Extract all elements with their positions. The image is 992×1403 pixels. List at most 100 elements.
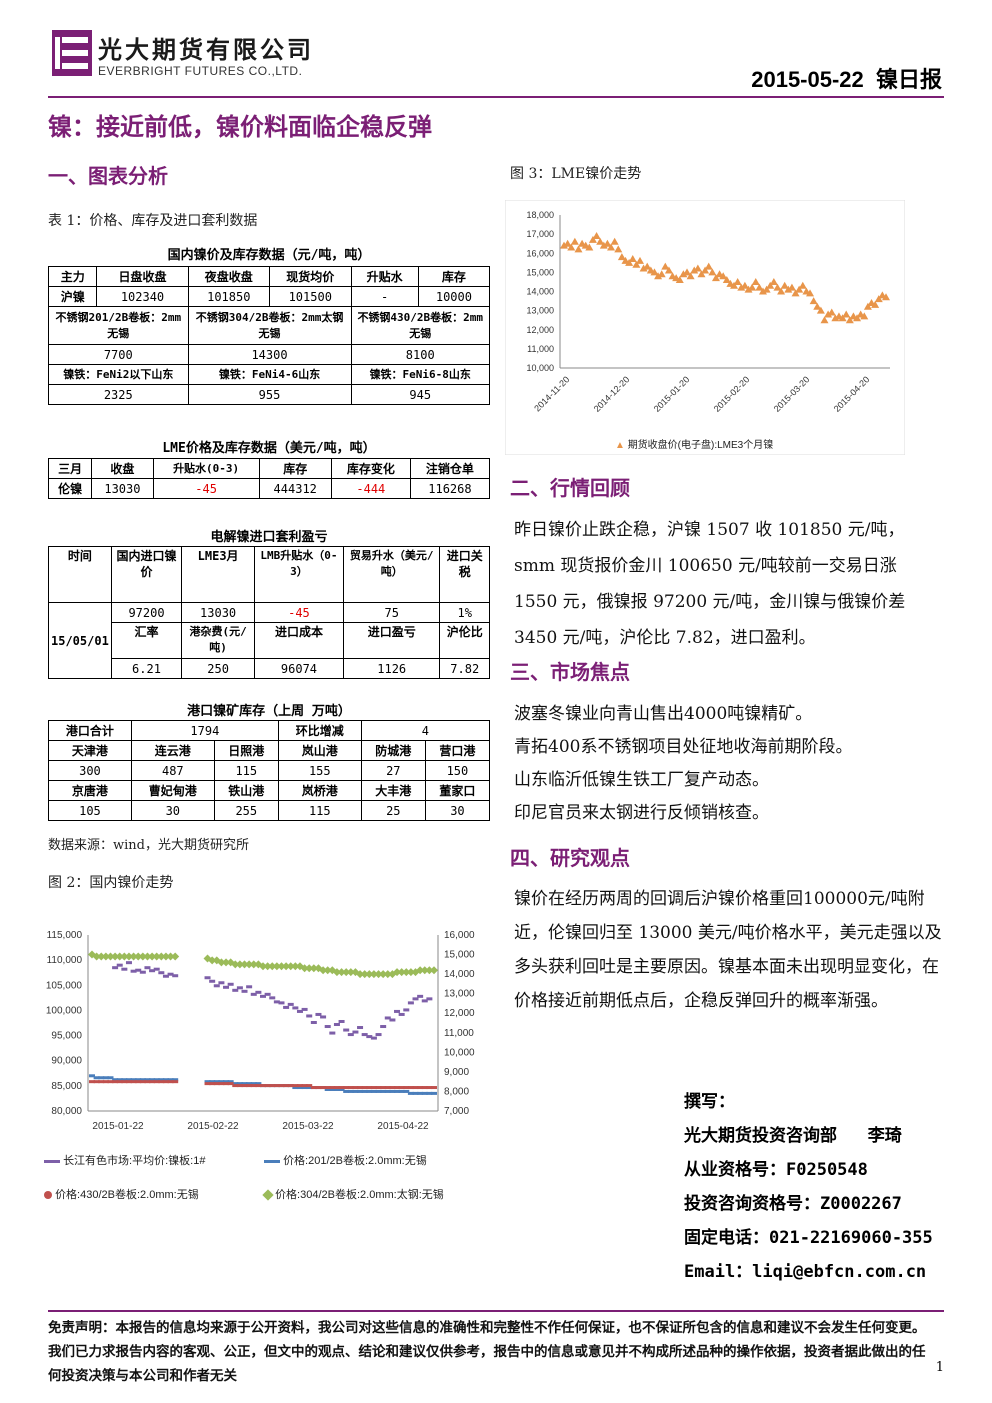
source-note: 数据来源：wind，光大期货研究所 (48, 838, 249, 853)
data-point (333, 1086, 340, 1090)
data-point (269, 996, 276, 1000)
data-point (121, 1080, 128, 1084)
lme-nickel-price-chart: 10,000 11,000 12,000 13,000 14,000 15,000 16,0… (505, 200, 905, 455)
data-point (171, 952, 180, 961)
data-point (632, 260, 641, 268)
table-cell: -45 (152, 478, 260, 499)
data-point (153, 967, 160, 971)
data-point (654, 272, 663, 280)
data-point (657, 270, 666, 278)
data-point (264, 1084, 271, 1088)
author-license: 从业资格号：F0250548 (684, 1160, 868, 1180)
y-tick-label: 13,000 (526, 306, 554, 316)
data-point (218, 1080, 225, 1084)
data-point (112, 1080, 119, 1084)
data-point (249, 960, 258, 969)
data-point (213, 1080, 220, 1084)
table-header-cell: 沪伦比 (439, 622, 490, 659)
data-point (301, 1007, 308, 1011)
table-cell: 1794 (130, 720, 279, 741)
table-header-cell: LME3月 (181, 546, 255, 603)
data-point (744, 285, 753, 293)
data-point (268, 962, 277, 971)
data-point (375, 1089, 382, 1093)
data-point (838, 314, 847, 322)
data-point (412, 1086, 419, 1090)
table-cell: 1% (439, 602, 490, 623)
table-row: 伦镍 13030 -45 444312 -444 116268 (47, 478, 491, 499)
data-point (813, 302, 822, 310)
data-point (394, 1009, 401, 1013)
data-point (102, 1080, 109, 1084)
data-point (650, 268, 659, 276)
table-cell: 945 (350, 384, 490, 405)
data-point (139, 1078, 146, 1082)
data-point (310, 1086, 317, 1090)
table-header-cell: 董家口 (424, 780, 491, 801)
document-title: 镍：接近前低，镍价料面临企稳反弹 (48, 112, 432, 141)
data-point (679, 270, 688, 278)
data-point (592, 232, 601, 240)
y-right-tick-label: 13,000 (444, 989, 475, 1000)
data-point (149, 1078, 156, 1082)
legend-swatch-icon (44, 1191, 52, 1200)
data-point (827, 308, 836, 316)
table-cell: 102340 (96, 286, 189, 307)
table-header-cell: 升贴水(0-3) (152, 458, 260, 479)
data-point (135, 968, 142, 972)
data-point (120, 952, 129, 961)
data-point (563, 239, 572, 247)
x-tick-label: 2015-01-22 (92, 1121, 144, 1132)
data-point (172, 1078, 179, 1082)
y-right-tick-label: 16,000 (444, 930, 475, 941)
data-point (704, 262, 713, 270)
data-point (245, 960, 254, 969)
data-point (346, 968, 355, 977)
data-point (824, 310, 833, 318)
report-date-title: 2015-05-22 镍日报 (751, 67, 942, 92)
table-cell: 30 (130, 800, 215, 821)
table-cell: 116268 (409, 478, 491, 499)
data-point (711, 274, 720, 282)
data-point (784, 285, 793, 293)
data-point (426, 1091, 433, 1095)
list-item: 波塞冬镍业向青山售出4000吨镍精矿。 (514, 704, 813, 724)
table-cell: 444312 (258, 478, 332, 499)
table-row: 15/05/01 97200 13030 -45 75 1% (48, 602, 490, 679)
data-point (241, 1084, 248, 1088)
data-point (394, 1089, 401, 1093)
data-point (820, 316, 829, 324)
data-point (374, 970, 383, 979)
data-point (352, 1086, 359, 1090)
table-cell: - (350, 286, 419, 307)
table-row: 港口合计 1794 环比增减 4 (48, 720, 491, 741)
y-tick-label: 10,000 (526, 363, 554, 373)
data-point (402, 968, 411, 977)
y-right-tick-label: 7,000 (444, 1106, 469, 1117)
data-point (342, 968, 351, 977)
data-point (343, 1028, 350, 1032)
data-point (791, 289, 800, 297)
data-point (172, 1080, 179, 1084)
data-point (370, 1036, 377, 1040)
data-point (166, 952, 175, 961)
table-cell: 伦镍 (47, 478, 93, 499)
data-point (236, 1084, 243, 1088)
y-right-tick-label: 9,000 (444, 1067, 469, 1078)
table-row: 天津港 连云港 日照港 岚山港 防城港 营口港 (48, 740, 491, 761)
data-point (329, 1086, 336, 1090)
data-point (138, 952, 147, 961)
data-point (135, 1080, 142, 1084)
data-point (277, 962, 286, 971)
data-point (130, 969, 137, 973)
data-point (384, 1016, 391, 1020)
data-point (139, 1080, 146, 1084)
data-point (351, 968, 360, 977)
data-point (384, 1086, 391, 1090)
table-header-cell: 升贴水 (350, 266, 419, 287)
table-header-cell: 进口关税 (439, 546, 490, 603)
table-header-cell: 贸易升水（美元/吨） (342, 546, 441, 603)
table-cell: 97200 (110, 602, 183, 623)
table-domestic-title: 国内镍价及库存数据（元/吨，吨） (167, 248, 371, 263)
table-cell: 10000 (417, 286, 491, 307)
